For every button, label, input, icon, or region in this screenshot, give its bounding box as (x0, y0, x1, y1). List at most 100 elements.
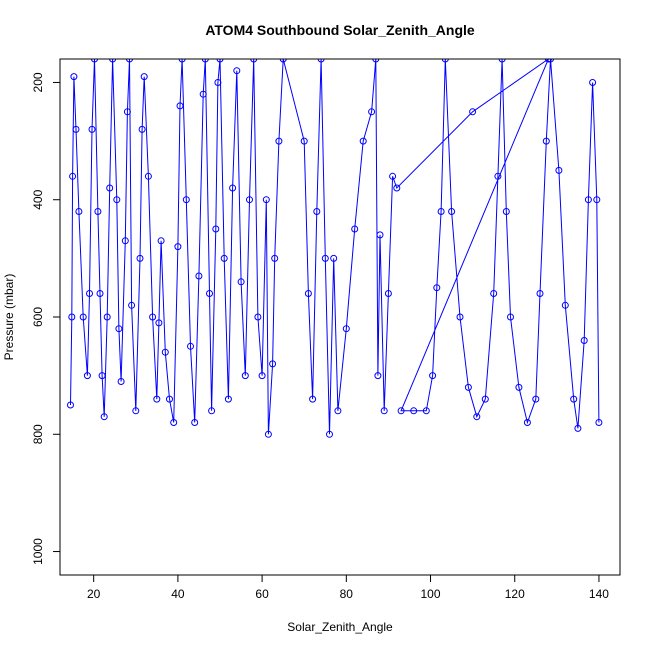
data-point (138, 125, 146, 133)
data-point (136, 254, 144, 262)
x-tick-label: 100 (421, 587, 441, 601)
data-point (330, 254, 338, 262)
data-point (313, 208, 321, 215)
data-point (589, 79, 597, 86)
data-point (176, 102, 184, 110)
data-point (269, 360, 277, 368)
data-point (490, 290, 498, 297)
data-point (547, 59, 554, 63)
data-point (75, 208, 83, 215)
data-point (144, 172, 152, 180)
data-point (376, 231, 384, 239)
data-point (96, 290, 104, 297)
data-point (117, 378, 125, 385)
data-point (254, 313, 262, 321)
x-axis: 20 40 60 80 100 120 140 (87, 574, 609, 601)
data-point (544, 59, 552, 63)
data-point (393, 184, 401, 192)
data-point (68, 313, 76, 321)
data-point (208, 407, 216, 415)
data-point (309, 395, 317, 403)
data-point (166, 395, 173, 403)
x-tick-label: 60 (255, 587, 269, 601)
data-point (214, 79, 222, 86)
data-point (380, 407, 388, 415)
data-point (233, 67, 241, 75)
data-point (174, 243, 182, 251)
data-point (86, 290, 93, 297)
x-tick-label: 140 (589, 587, 609, 601)
data-point (113, 196, 121, 204)
data-point (140, 73, 148, 81)
data-point (584, 196, 592, 204)
data-point (437, 208, 445, 215)
data-point (532, 395, 540, 403)
data-point (69, 172, 77, 180)
y-axis-label: Pressure (mbar) (2, 274, 16, 361)
data-point (507, 313, 514, 321)
data-point (103, 313, 111, 321)
x-tick-label: 80 (340, 587, 354, 601)
y-tick-label: 400 (31, 189, 45, 209)
plot-frame (59, 58, 621, 576)
x-tick-label: 120 (505, 587, 525, 601)
y-tick-label: 600 (31, 307, 45, 327)
data-point (570, 395, 578, 403)
data-point (83, 372, 91, 380)
data-point (128, 301, 136, 309)
series-line (70, 59, 600, 435)
data-point (275, 137, 283, 145)
data-point (155, 319, 163, 327)
data-point (351, 225, 359, 233)
data-point (593, 196, 601, 204)
data-point (182, 196, 190, 204)
data-point (132, 407, 140, 415)
y-tick-label: 800 (31, 424, 45, 444)
data-point (199, 90, 207, 98)
data-point (433, 284, 441, 292)
data-point (574, 424, 582, 432)
data-point (473, 413, 481, 421)
data-point (220, 254, 228, 262)
data-point (448, 208, 456, 215)
data-point (279, 59, 287, 63)
data-point (206, 290, 213, 297)
data-point (397, 407, 405, 415)
data-point (384, 290, 392, 297)
data-point (187, 342, 194, 350)
data-point (216, 59, 224, 63)
data-point (195, 272, 203, 280)
y-tick-label: 1000 (31, 538, 45, 565)
data-point (100, 413, 108, 421)
data-point (212, 225, 220, 233)
data-point (121, 237, 129, 245)
data-point (595, 419, 603, 426)
data-point (359, 137, 367, 145)
data-point (372, 59, 380, 63)
plot-area (67, 59, 603, 438)
data-point (70, 73, 78, 81)
data-point (441, 59, 449, 63)
data-point (109, 59, 117, 63)
data-point (264, 430, 272, 438)
data-point (300, 137, 308, 145)
data-point (321, 254, 329, 262)
data-point (250, 59, 258, 63)
data-point (456, 313, 464, 321)
data-point (262, 196, 270, 204)
data-point (258, 372, 266, 380)
data-point (123, 108, 131, 116)
data-point (469, 108, 477, 116)
data-point (237, 278, 245, 286)
data-point (542, 137, 550, 145)
data-point (246, 196, 253, 204)
data-point (91, 59, 98, 63)
x-axis-label: Solar_Zenith_Angle (287, 620, 393, 634)
data-point (153, 395, 161, 403)
data-point (224, 395, 232, 403)
data-point (334, 407, 342, 415)
data-point (342, 325, 350, 333)
x-tick-label: 40 (171, 587, 185, 601)
data-point (126, 59, 133, 63)
